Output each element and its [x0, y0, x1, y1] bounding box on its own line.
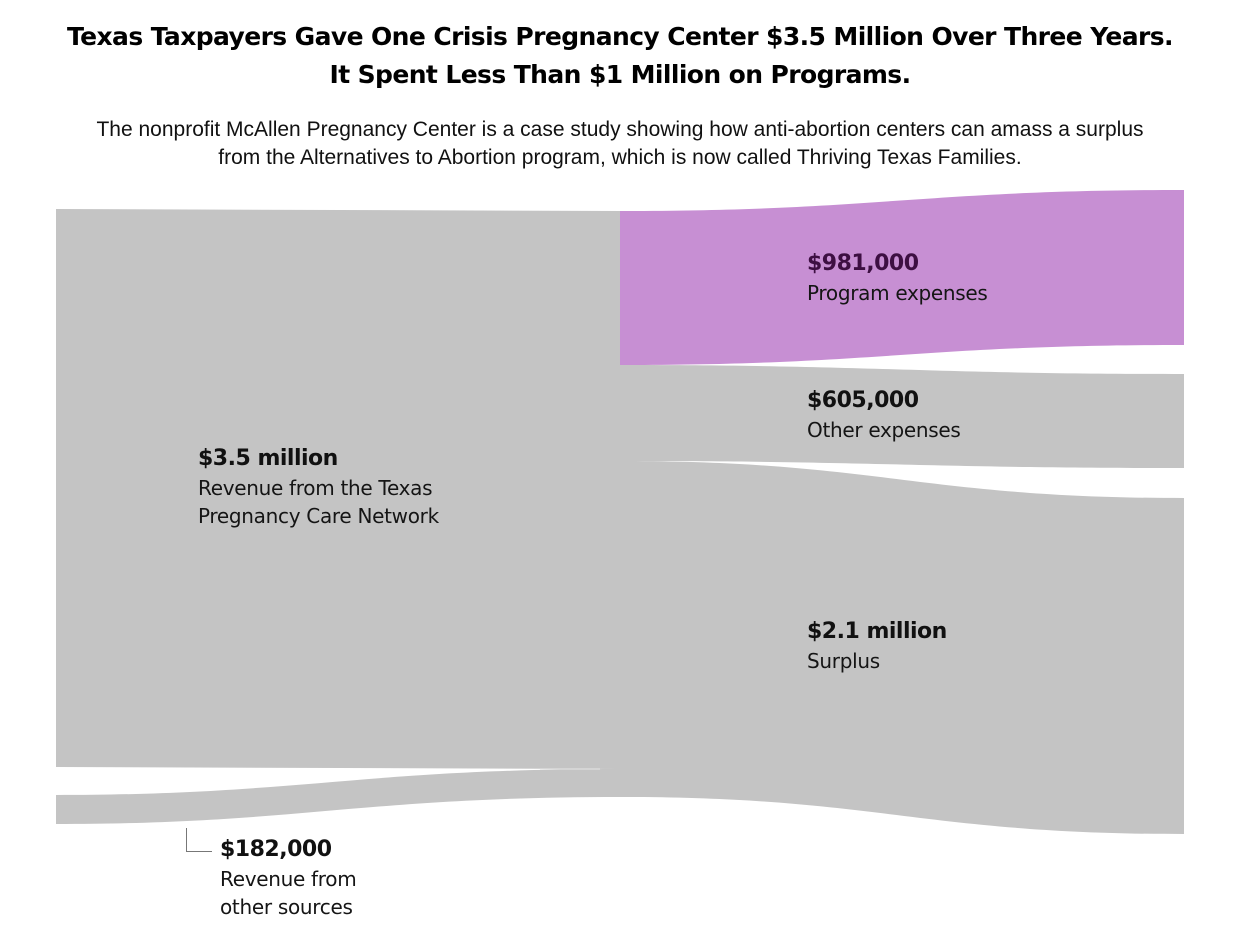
flow-texas-to-other-expenses — [620, 365, 1184, 468]
label-surplus-desc: Surplus — [807, 649, 880, 673]
label-texas-network: $3.5 million Revenue from the Texas Preg… — [198, 444, 439, 530]
chart-subtitle-line-2: from the Alternatives to Abortion progra… — [218, 146, 1022, 169]
flow-texas-to-surplus — [56, 209, 1184, 834]
label-program-expenses-desc: Program expenses — [807, 281, 988, 305]
label-texas-network-value: $3.5 million — [198, 446, 338, 471]
chart-title: Texas Taxpayers Gave One Crisis Pregnanc… — [0, 18, 1240, 94]
flow-texas-to-program-expenses — [620, 190, 1184, 365]
label-other-sources: $182,000 Revenue from other sources — [220, 835, 357, 921]
label-program-expenses-value: $981,000 — [807, 251, 919, 276]
label-other-sources-desc-1: Revenue from — [220, 867, 357, 891]
flow-other-sources-to-surplus — [56, 769, 620, 824]
chart-subtitle-line-1: The nonprofit McAllen Pregnancy Center i… — [96, 118, 1144, 141]
label-other-expenses-desc: Other expenses — [807, 418, 961, 442]
label-other-expenses: $605,000 Other expenses — [807, 386, 961, 444]
label-texas-network-desc-2: Pregnancy Care Network — [198, 504, 439, 528]
label-surplus: $2.1 million Surplus — [807, 617, 947, 675]
chart-title-line-2: It Spent Less Than $1 Million on Program… — [329, 60, 912, 89]
label-other-sources-desc-2: other sources — [220, 895, 353, 919]
chart-subtitle: The nonprofit McAllen Pregnancy Center i… — [0, 116, 1240, 172]
chart-title-line-1: Texas Taxpayers Gave One Crisis Pregnanc… — [67, 22, 1174, 51]
label-connector-line — [186, 828, 212, 852]
label-program-expenses: $981,000 Program expenses — [807, 249, 988, 307]
label-other-expenses-value: $605,000 — [807, 388, 919, 413]
label-texas-network-desc-1: Revenue from the Texas — [198, 476, 433, 500]
label-surplus-value: $2.1 million — [807, 619, 947, 644]
label-other-sources-value: $182,000 — [220, 837, 332, 862]
